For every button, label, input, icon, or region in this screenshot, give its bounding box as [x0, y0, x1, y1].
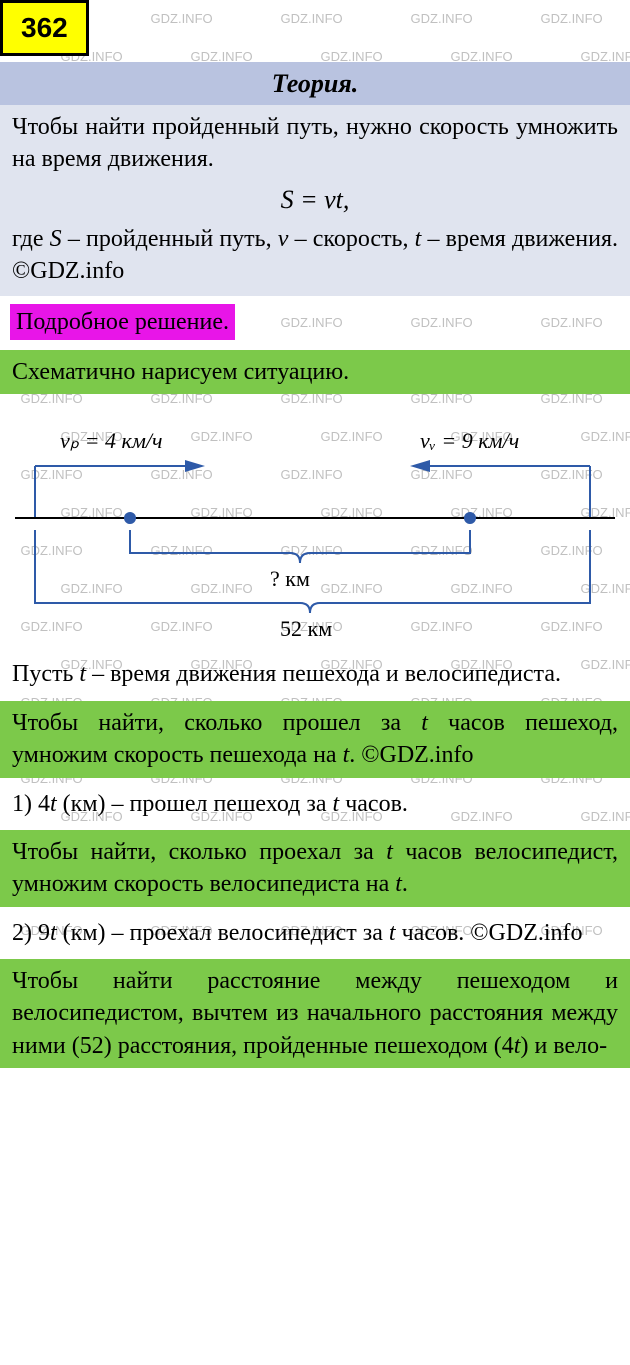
theory-formula: S = vt,: [12, 176, 618, 223]
text: – время движения пешехода и велосипедист…: [86, 661, 561, 687]
theory-title: Теория.: [0, 62, 630, 105]
theory-body: Чтобы найти пройденный путь, нужно скоро…: [0, 105, 630, 296]
total-label: 52 км: [280, 616, 332, 638]
motion-diagram: vₚ = 4 км/ч vᵥ = 9 км/ч ? км 52 км: [0, 398, 630, 648]
theory-p2: где S – пройденный путь, v – скорость, t…: [12, 223, 618, 288]
text: (км) – проехал велосипедист за: [57, 920, 389, 946]
var-t: t: [421, 710, 428, 736]
answer-2: 2) 9t (км) – проехал велосипедист за t ч…: [0, 911, 630, 955]
vv-label: vᵥ = 9 км/ч: [420, 428, 519, 453]
text: где: [12, 226, 50, 252]
green-step-1: Чтобы найти, сколько прошел за t часов п…: [0, 701, 630, 778]
vp-label: vₚ = 4 км/ч: [60, 428, 162, 453]
text: Пусть: [12, 661, 79, 687]
problem-number-badge: 362: [0, 0, 89, 56]
text: . ©GDZ.info: [349, 742, 473, 768]
text: – пройденный путь,: [62, 226, 278, 252]
text: – скорость,: [288, 226, 414, 252]
answer-1: 1) 4t (км) – прошел пешеход за t часов.: [0, 782, 630, 826]
text: Чтобы найти, сколько прошел за: [12, 710, 421, 736]
let-statement: Пусть t – время движения пешехода и вело…: [0, 652, 630, 696]
text: 2) 9: [12, 920, 50, 946]
var-t: t: [50, 920, 57, 946]
step-schema: Схематично нарисуем ситуацию.: [0, 350, 630, 394]
var-t: t: [389, 920, 396, 946]
text: ) и вело-: [520, 1033, 607, 1059]
text: часов. ©GDZ.info: [396, 920, 583, 946]
text: (км) – прошел пешеход за: [57, 791, 333, 817]
text: Чтобы найти, сколько проехал за: [12, 839, 386, 865]
text: 1) 4: [12, 791, 50, 817]
theory-p1: Чтобы найти пройденный путь, нужно скоро…: [12, 111, 618, 176]
var-s: S: [50, 226, 62, 252]
var-t: t: [386, 839, 393, 865]
green-step-3: Чтобы найти расстояние между пешеходом и…: [0, 959, 630, 1068]
text: часов.: [339, 791, 408, 817]
var-t: t: [50, 791, 57, 817]
green-step-2: Чтобы найти, сколько проехал за t часов …: [0, 830, 630, 907]
var-v: v: [278, 226, 289, 252]
solution-label: Подробное решение.: [10, 304, 235, 340]
text: .: [402, 871, 408, 897]
var-t: t: [395, 871, 402, 897]
unknown-label: ? км: [270, 566, 310, 591]
